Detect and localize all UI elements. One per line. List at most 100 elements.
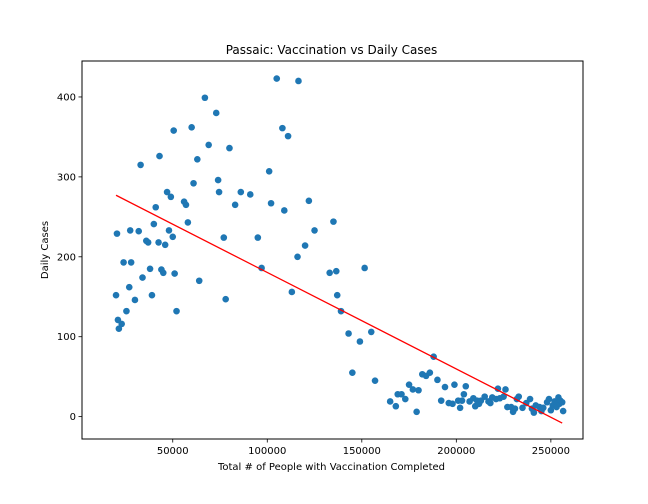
data-point bbox=[156, 152, 163, 160]
data-point bbox=[215, 188, 223, 196]
data-point bbox=[115, 325, 123, 333]
data-point bbox=[392, 402, 400, 410]
data-point bbox=[126, 227, 134, 234]
data-point bbox=[169, 233, 177, 241]
data-point bbox=[345, 330, 352, 337]
data-point bbox=[487, 399, 494, 407]
data-point bbox=[371, 377, 379, 384]
data-point bbox=[258, 264, 265, 272]
data-point bbox=[413, 408, 420, 416]
x-tick-label: 200000 bbox=[437, 446, 475, 457]
data-point bbox=[558, 398, 566, 406]
data-point bbox=[188, 124, 195, 131]
data-point bbox=[441, 383, 449, 391]
data-point bbox=[131, 296, 139, 304]
data-point bbox=[458, 397, 466, 404]
data-point bbox=[267, 199, 275, 207]
y-axis: 0 100 200 300 400 bbox=[57, 92, 82, 423]
data-point bbox=[333, 291, 341, 299]
data-point bbox=[460, 390, 468, 398]
data-point bbox=[332, 267, 340, 275]
data-point bbox=[146, 265, 154, 273]
data-point bbox=[222, 295, 229, 303]
data-point bbox=[559, 407, 567, 415]
data-point bbox=[123, 307, 130, 315]
y-tick-label: 400 bbox=[57, 92, 76, 103]
data-point bbox=[150, 220, 158, 228]
data-point bbox=[265, 167, 273, 175]
data-point bbox=[361, 264, 368, 272]
x-tick-label: 150000 bbox=[343, 446, 381, 457]
data-point bbox=[284, 132, 292, 140]
data-point bbox=[349, 369, 356, 376]
data-point bbox=[511, 405, 519, 412]
data-point bbox=[173, 307, 180, 315]
data-point bbox=[144, 239, 152, 246]
plot-area bbox=[112, 75, 567, 424]
data-point bbox=[545, 395, 553, 403]
data-point bbox=[171, 270, 178, 277]
data-point bbox=[139, 274, 146, 281]
y-tick-label: 100 bbox=[57, 332, 76, 343]
data-point bbox=[195, 277, 203, 285]
data-point bbox=[148, 291, 156, 299]
x-tick-label: 50000 bbox=[157, 446, 189, 457]
data-point bbox=[159, 269, 167, 277]
data-point bbox=[226, 144, 233, 152]
y-tick-label: 200 bbox=[57, 252, 76, 263]
data-point bbox=[449, 400, 456, 408]
data-point bbox=[494, 385, 502, 392]
trend-line bbox=[115, 194, 563, 424]
data-point bbox=[326, 269, 333, 277]
data-point bbox=[540, 404, 547, 412]
data-point bbox=[294, 253, 301, 261]
x-axis: 50000 100000 150000 200000 250000 bbox=[157, 439, 570, 457]
data-point bbox=[161, 241, 169, 249]
data-point bbox=[415, 386, 422, 394]
data-point bbox=[212, 109, 220, 117]
data-point bbox=[118, 320, 125, 328]
data-point bbox=[125, 283, 133, 291]
data-point bbox=[120, 259, 127, 266]
y-tick-label: 0 bbox=[70, 412, 76, 423]
data-point bbox=[301, 242, 309, 249]
data-point bbox=[127, 259, 135, 266]
data-point bbox=[167, 193, 175, 201]
x-tick-label: 100000 bbox=[248, 446, 286, 457]
data-point bbox=[113, 230, 121, 237]
data-point bbox=[311, 227, 318, 234]
data-point bbox=[500, 393, 507, 400]
data-point bbox=[279, 124, 286, 132]
data-point bbox=[451, 381, 458, 388]
data-point bbox=[237, 188, 245, 196]
data-point bbox=[330, 218, 337, 225]
data-point bbox=[135, 227, 143, 235]
data-point bbox=[220, 234, 228, 241]
data-point bbox=[273, 75, 281, 82]
data-point bbox=[405, 381, 413, 388]
data-point bbox=[155, 239, 162, 246]
data-point bbox=[526, 395, 534, 403]
data-point bbox=[295, 77, 302, 85]
data-point bbox=[190, 179, 197, 187]
data-point bbox=[530, 409, 538, 416]
data-point bbox=[288, 288, 296, 296]
data-point bbox=[356, 338, 364, 345]
data-point bbox=[165, 227, 173, 234]
data-point bbox=[137, 161, 144, 169]
data-point bbox=[194, 156, 201, 163]
data-point bbox=[112, 291, 120, 299]
data-point bbox=[214, 176, 222, 184]
data-point bbox=[254, 234, 262, 241]
chart-title: Passaic: Vaccination vs Daily Cases bbox=[226, 43, 438, 57]
data-point bbox=[409, 386, 417, 393]
data-point bbox=[401, 395, 409, 403]
y-axis-label: Daily Cases bbox=[40, 221, 51, 279]
x-axis-label: Total # of People with Vaccination Compl… bbox=[217, 462, 445, 473]
data-point bbox=[398, 390, 405, 398]
data-point bbox=[152, 203, 160, 211]
data-point bbox=[163, 188, 171, 196]
data-point bbox=[231, 201, 239, 209]
data-point bbox=[426, 369, 434, 376]
